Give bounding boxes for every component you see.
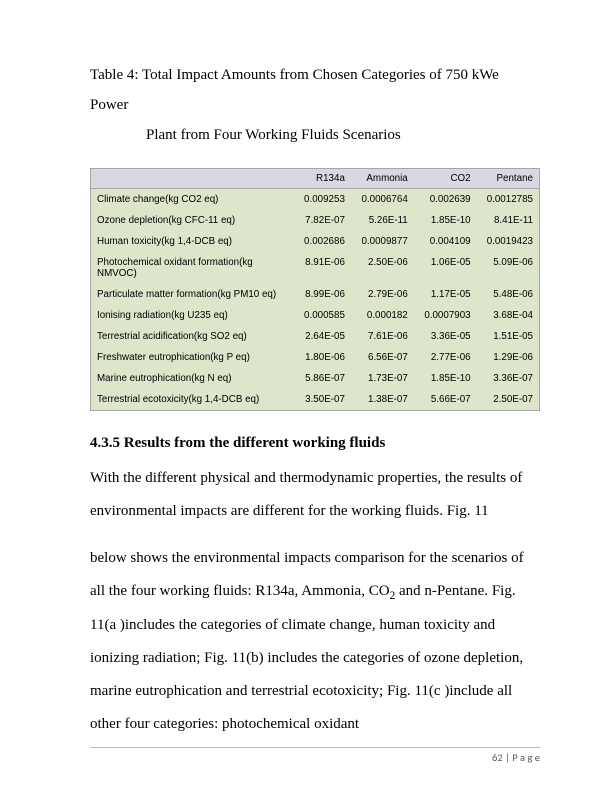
cell-value: 5.26E-11 (351, 210, 414, 231)
cell-value: 0.002639 (414, 189, 477, 211)
cell-value: 1.29E-06 (477, 347, 540, 368)
cell-value: 7.82E-07 (288, 210, 351, 231)
table-row: Human toxicity(kg 1,4-DCB eq)0.0026860.0… (91, 231, 540, 252)
cell-value: 2.64E-05 (288, 326, 351, 347)
caption-line1: Table 4: Total Impact Amounts from Chose… (90, 67, 499, 113)
cell-value: 1.17E-05 (414, 284, 477, 305)
table-row: Climate change(kg CO2 eq)0.0092530.00067… (91, 189, 540, 211)
table-row: Marine eutrophication(kg N eq)5.86E-071.… (91, 368, 540, 389)
table-caption: Table 4: Total Impact Amounts from Chose… (90, 60, 540, 150)
cell-value: 1.85E-10 (414, 368, 477, 389)
cell-value: 7.61E-06 (351, 326, 414, 347)
cell-value: 5.66E-07 (414, 389, 477, 411)
col-blank (91, 169, 289, 189)
cell-value: 1.38E-07 (351, 389, 414, 411)
body-text: With the different physical and thermody… (90, 462, 540, 741)
cell-value: 5.48E-06 (477, 284, 540, 305)
cell-value: 1.73E-07 (351, 368, 414, 389)
cell-category: Marine eutrophication(kg N eq) (91, 368, 289, 389)
col-pentane: Pentane (477, 169, 540, 189)
cell-value: 3.50E-07 (288, 389, 351, 411)
cell-value: 0.004109 (414, 231, 477, 252)
table-row: Terrestrial acidification(kg SO2 eq)2.64… (91, 326, 540, 347)
cell-value: 3.36E-07 (477, 368, 540, 389)
cell-value: 8.99E-06 (288, 284, 351, 305)
table-row: Terrestrial ecotoxicity(kg 1,4-DCB eq)3.… (91, 389, 540, 411)
paragraph-2: below shows the environmental impacts co… (90, 542, 540, 741)
table-body: Climate change(kg CO2 eq)0.0092530.00067… (91, 189, 540, 411)
cell-value: 2.77E-06 (414, 347, 477, 368)
cell-value: 2.79E-06 (351, 284, 414, 305)
cell-category: Terrestrial acidification(kg SO2 eq) (91, 326, 289, 347)
caption-line2: Plant from Four Working Fluids Scenarios (90, 120, 540, 150)
p2-post: and n-Pentane. Fig. 11(a )includes the c… (90, 583, 523, 732)
table-row: Ozone depletion(kg CFC-11 eq)7.82E-075.2… (91, 210, 540, 231)
cell-value: 0.000182 (351, 305, 414, 326)
cell-category: Ionising radiation(kg U235 eq) (91, 305, 289, 326)
cell-value: 0.009253 (288, 189, 351, 211)
footer-sep: | (503, 751, 513, 764)
table-row: Photochemical oxidant formation(kg NMVOC… (91, 252, 540, 284)
cell-category: Freshwater eutrophication(kg P eq) (91, 347, 289, 368)
cell-value: 0.0006764 (351, 189, 414, 211)
cell-value: 0.000585 (288, 305, 351, 326)
cell-category: Ozone depletion(kg CFC-11 eq) (91, 210, 289, 231)
section-heading: 4.3.5 Results from the different working… (90, 435, 540, 452)
col-ammonia: Ammonia (351, 169, 414, 189)
impact-table: R134a Ammonia CO2 Pentane Climate change… (90, 168, 540, 411)
cell-value: 0.002686 (288, 231, 351, 252)
table-header-row: R134a Ammonia CO2 Pentane (91, 169, 540, 189)
cell-value: 0.0012785 (477, 189, 540, 211)
cell-value: 3.36E-05 (414, 326, 477, 347)
cell-category: Particulate matter formation(kg PM10 eq) (91, 284, 289, 305)
col-co2: CO2 (414, 169, 477, 189)
cell-value: 0.0019423 (477, 231, 540, 252)
cell-value: 0.0009877 (351, 231, 414, 252)
cell-value: 6.56E-07 (351, 347, 414, 368)
cell-value: 3.68E-04 (477, 305, 540, 326)
cell-value: 1.06E-05 (414, 252, 477, 284)
cell-value: 2.50E-07 (477, 389, 540, 411)
footer-label: P a g e (512, 751, 540, 764)
cell-category: Human toxicity(kg 1,4-DCB eq) (91, 231, 289, 252)
table-row: Ionising radiation(kg U235 eq)0.0005850.… (91, 305, 540, 326)
cell-value: 2.50E-06 (351, 252, 414, 284)
page-number: 62 (492, 751, 503, 764)
page-footer: 62 | P a g e (90, 747, 540, 764)
table-row: Particulate matter formation(kg PM10 eq)… (91, 284, 540, 305)
cell-value: 1.85E-10 (414, 210, 477, 231)
cell-value: 5.09E-06 (477, 252, 540, 284)
cell-value: 0.0007903 (414, 305, 477, 326)
cell-value: 8.41E-11 (477, 210, 540, 231)
cell-category: Photochemical oxidant formation(kg NMVOC… (91, 252, 289, 284)
table-row: Freshwater eutrophication(kg P eq)1.80E-… (91, 347, 540, 368)
cell-value: 5.86E-07 (288, 368, 351, 389)
cell-value: 1.80E-06 (288, 347, 351, 368)
cell-category: Terrestrial ecotoxicity(kg 1,4-DCB eq) (91, 389, 289, 411)
paragraph-1: With the different physical and thermody… (90, 462, 540, 528)
cell-value: 8.91E-06 (288, 252, 351, 284)
col-r134a: R134a (288, 169, 351, 189)
cell-category: Climate change(kg CO2 eq) (91, 189, 289, 211)
cell-value: 1.51E-05 (477, 326, 540, 347)
